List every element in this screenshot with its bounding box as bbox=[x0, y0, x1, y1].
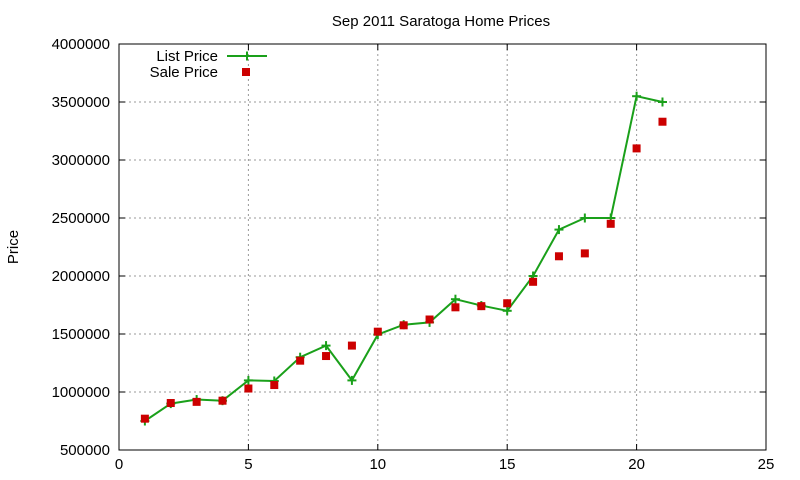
data-point bbox=[606, 219, 615, 228]
legend-marker bbox=[242, 68, 250, 76]
plot-frame bbox=[118, 43, 767, 451]
data-point bbox=[503, 299, 512, 308]
data-point bbox=[632, 144, 641, 153]
data-point bbox=[580, 213, 590, 223]
y-tick-label: 500000 bbox=[60, 442, 110, 459]
data-point bbox=[140, 414, 149, 423]
legend-label: Sale Price bbox=[150, 64, 218, 81]
y-tick-label: 4000000 bbox=[52, 36, 110, 53]
y-tick-label: 2500000 bbox=[52, 210, 110, 227]
data-point bbox=[399, 321, 408, 330]
data-point bbox=[243, 375, 253, 385]
series-sale-price bbox=[140, 117, 667, 423]
x-tick-label: 0 bbox=[115, 456, 123, 473]
data-point bbox=[347, 375, 357, 385]
grid bbox=[119, 44, 766, 450]
y-tick-label: 1500000 bbox=[52, 326, 110, 343]
y-tick-label: 3500000 bbox=[52, 94, 110, 111]
data-point bbox=[218, 396, 227, 405]
data-point bbox=[477, 302, 486, 311]
data-point bbox=[657, 97, 667, 107]
data-point bbox=[296, 356, 305, 365]
data-point bbox=[244, 384, 253, 393]
x-tick-label: 15 bbox=[499, 456, 516, 473]
data-point bbox=[529, 277, 538, 286]
series-line bbox=[144, 95, 663, 422]
data-point bbox=[554, 225, 564, 235]
data-point bbox=[450, 294, 460, 304]
data-point bbox=[658, 117, 667, 126]
y-axis-label: Price bbox=[5, 230, 22, 264]
axis-ticks: 0 5 10 15 20 25 500000 1000000 1500000 2000000 250… bbox=[52, 36, 775, 473]
y-tick-label: 1000000 bbox=[52, 384, 110, 401]
x-tick-label: 20 bbox=[628, 456, 645, 473]
data-point bbox=[554, 252, 563, 261]
chart-title: Sep 2011 Saratoga Home Prices bbox=[332, 13, 550, 30]
series-list-price bbox=[140, 91, 667, 426]
data-point bbox=[451, 303, 460, 312]
legend-label: List Price bbox=[156, 48, 218, 65]
x-tick-label: 25 bbox=[758, 456, 775, 473]
data-point bbox=[270, 381, 279, 390]
x-tick-label: 5 bbox=[244, 456, 252, 473]
data-point bbox=[321, 341, 331, 351]
data-point bbox=[322, 352, 331, 361]
data-point bbox=[425, 315, 434, 324]
legend-marker bbox=[242, 51, 252, 61]
data-point bbox=[580, 249, 589, 258]
data-point bbox=[502, 306, 512, 316]
data-point bbox=[192, 397, 201, 406]
y-tick-label: 2000000 bbox=[52, 268, 110, 285]
data-point bbox=[166, 399, 175, 408]
y-tick-label: 3000000 bbox=[52, 152, 110, 169]
data-point bbox=[373, 327, 382, 336]
series-layer bbox=[140, 91, 667, 426]
x-tick-label: 10 bbox=[369, 456, 386, 473]
data-point bbox=[347, 341, 356, 350]
data-point bbox=[632, 91, 642, 101]
